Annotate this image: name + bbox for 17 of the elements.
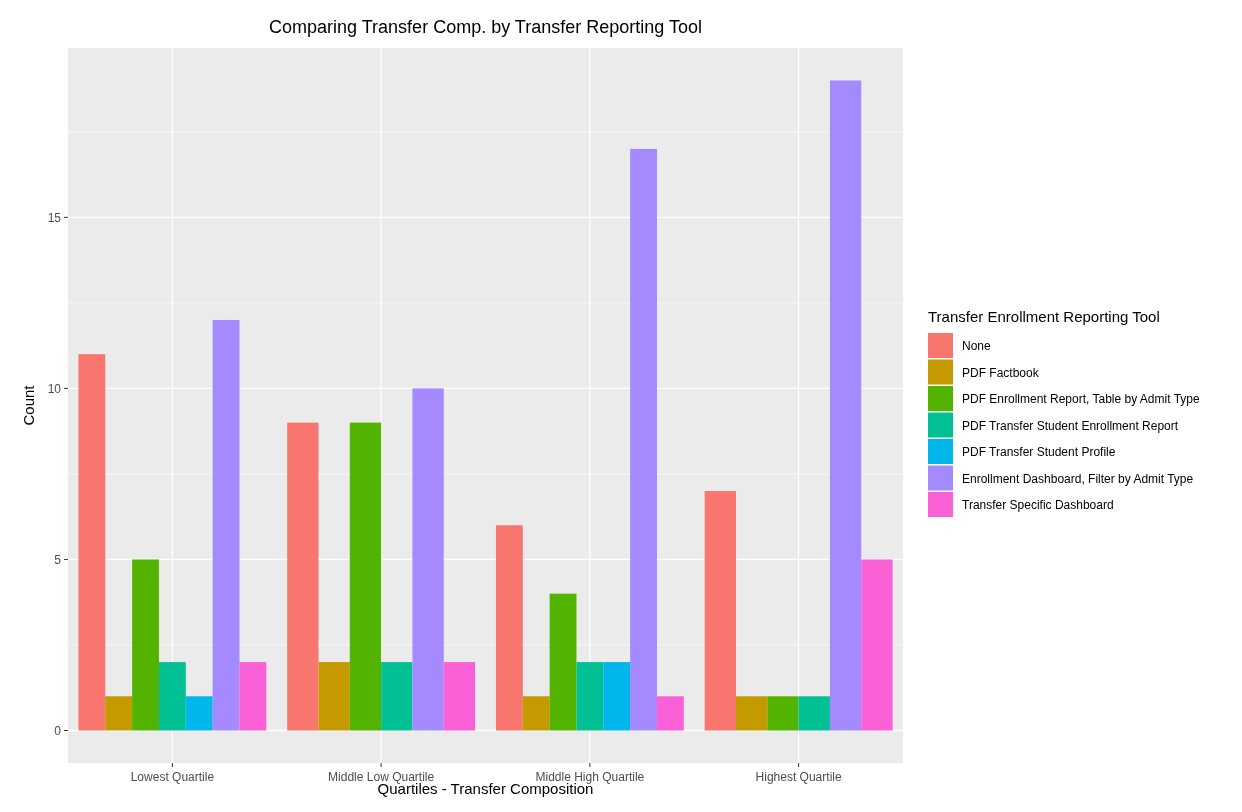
legend-label: PDF Enrollment Report, Table by Admit Type (962, 392, 1200, 407)
chart-title: Comparing Transfer Comp. by Transfer Reporting Tool (269, 17, 702, 37)
legend-label: Enrollment Dashboard, Filter by Admit Type (962, 471, 1194, 486)
y-tick-label: 5 (54, 552, 62, 567)
legend-label: PDF Transfer Student Enrollment Report (962, 418, 1179, 433)
legend-label: Transfer Specific Dashboard (962, 498, 1114, 513)
x-tick-label: Lowest Quartile (130, 770, 215, 784)
legend-label: PDF Factbook (962, 365, 1040, 380)
legend-title: Transfer Enrollment Reporting Tool (928, 308, 1160, 325)
legend-label: PDF Transfer Student Profile (962, 445, 1116, 460)
x-tick-label: Middle High Quartile (535, 770, 645, 784)
y-tick-label: 10 (47, 381, 62, 396)
legend-label: None (962, 339, 992, 354)
x-tick-label: Highest Quartile (755, 770, 842, 784)
y-tick-label: 15 (47, 210, 62, 225)
y-tick-label: 0 (54, 723, 62, 738)
y-axis-title: Count (20, 384, 37, 426)
